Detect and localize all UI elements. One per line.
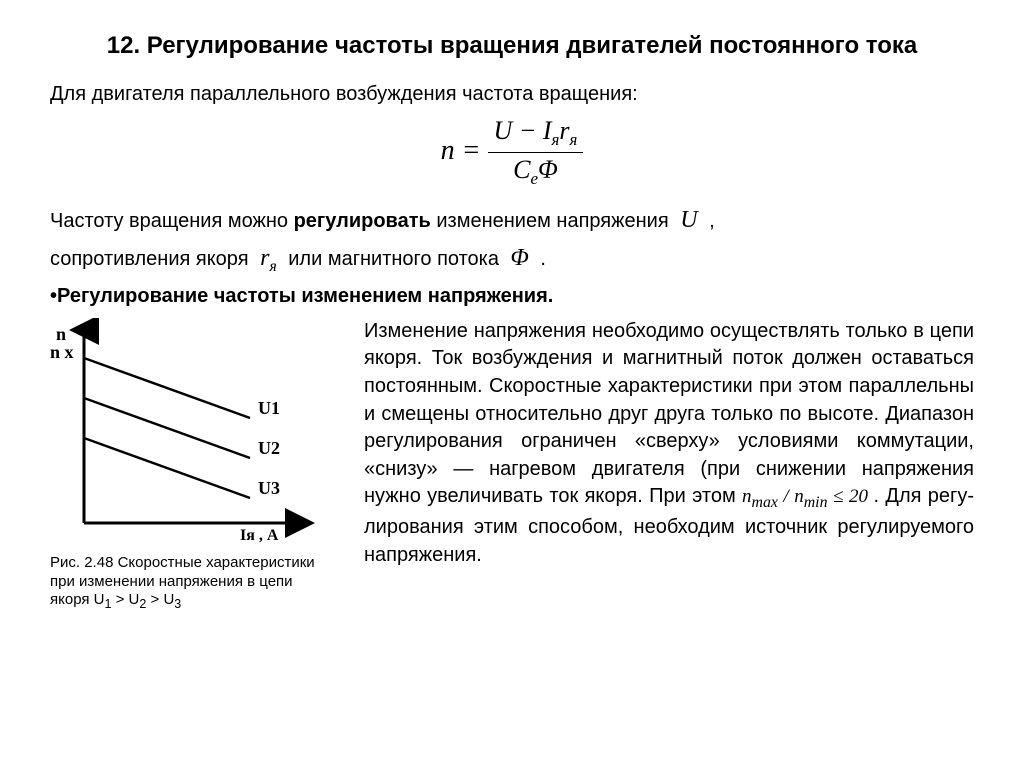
p3b: или магнитного потока [288,248,504,270]
chart-caption: Рис. 2.48 Скоростные характеристики при … [50,554,340,613]
cap-b: > U [111,591,139,608]
sym-r-sub: я [269,258,276,275]
para-regulate: Частоту вращения можно регулировать изме… [50,204,974,236]
num-r-sub: я [570,130,578,149]
x-label: Iя , А [240,527,279,544]
den-C: C [513,155,530,184]
cap-c: > U [146,591,174,608]
chart-line-label: U3 [258,478,280,498]
intro-text: Для двигателя параллельного возбуждения … [50,83,974,106]
p2b: изменением напряжения [431,210,674,232]
cap-a: Рис. 2.48 Скоростные характеристики при … [50,554,315,609]
p2c: , [704,210,715,232]
formula-block: n = U − Iяrя CeΦ [50,116,974,189]
p2bold: регулировать [294,210,431,232]
ratio-min: min [804,494,828,511]
ratio-max: max [752,494,778,511]
ratio-le: ≤ 20 [828,486,868,507]
formula-lhs: n = [441,135,481,166]
num-minus: − [512,116,543,145]
num-U: U [494,116,513,145]
sym-Phi: Φ [505,245,535,271]
y-label-1: n [56,324,66,344]
p3a: сопротивления якоря [50,248,254,270]
den-Phi: Φ [538,155,558,184]
chart-line [84,398,250,458]
chart-line-label: U2 [258,438,280,458]
para-resistance: сопротивления якоря rя или магнитного по… [50,242,974,277]
body-a: Изменение напряжения необходимо осуществ… [364,320,974,508]
ratio-slash: / [778,486,794,507]
sym-U: U [674,207,703,233]
num-r: r [559,116,569,145]
ratio-n2: n [794,486,804,507]
num-I: I [543,116,552,145]
body-text: Изменение напряжения необходимо осуществ… [364,318,974,569]
cap-s3: 3 [174,597,181,611]
speed-chart: n n x Iя , А U1 U2 U3 [50,318,320,548]
bullet-heading: •Регулирование частоты изменением напряж… [50,285,974,308]
ratio-n1: n [742,486,752,507]
slide-title: 12. Регулирование частоты вращения двига… [50,30,974,61]
p3c: . [535,248,546,270]
chart-line-label: U1 [258,398,280,418]
chart-line [84,358,250,418]
den-C-sub: e [530,170,538,189]
y-label-2: n x [50,342,74,362]
chart-line [84,438,250,498]
p2a: Частоту вращения можно [50,210,294,232]
